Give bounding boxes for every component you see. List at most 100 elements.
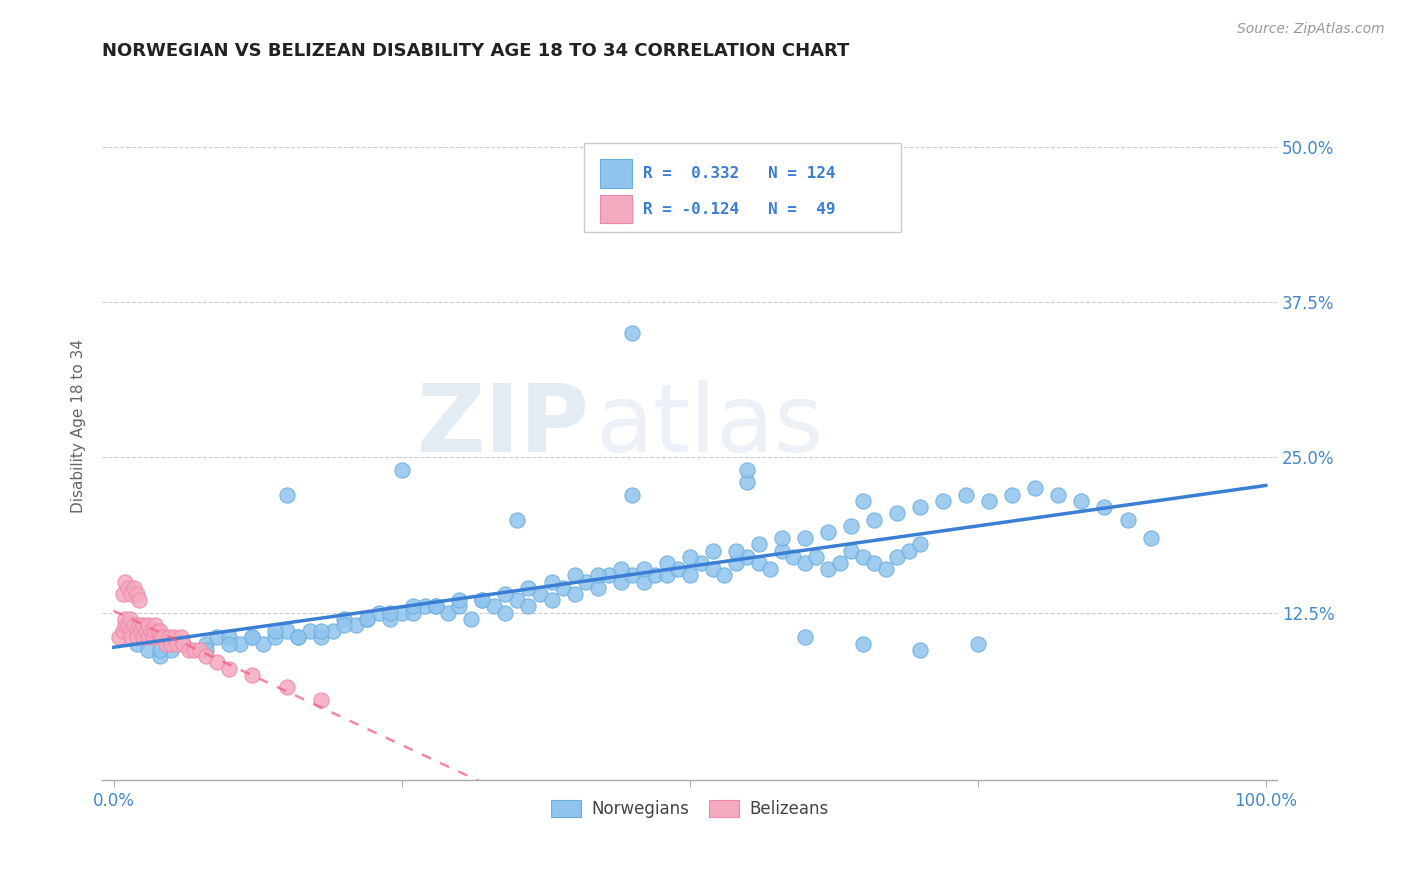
Point — [586, 581, 609, 595]
Point — [117, 581, 139, 595]
Point — [162, 631, 184, 645]
Point — [770, 531, 793, 545]
Point — [131, 624, 153, 639]
Point — [118, 612, 141, 626]
Point — [367, 606, 389, 620]
Point — [207, 631, 229, 645]
Point — [748, 537, 770, 551]
Point — [702, 543, 724, 558]
Point — [218, 637, 240, 651]
Point — [425, 599, 447, 614]
FancyBboxPatch shape — [583, 144, 901, 232]
Point — [264, 631, 287, 645]
Point — [309, 631, 332, 645]
Point — [449, 599, 471, 614]
Point — [391, 463, 413, 477]
Text: NORWEGIAN VS BELIZEAN DISABILITY AGE 18 TO 34 CORRELATION CHART: NORWEGIAN VS BELIZEAN DISABILITY AGE 18 … — [103, 42, 849, 60]
Legend: Norwegians, Belizeans: Norwegians, Belizeans — [544, 794, 835, 825]
Point — [575, 574, 598, 589]
Point — [851, 637, 873, 651]
Point — [149, 624, 172, 639]
Point — [1047, 488, 1070, 502]
Point — [794, 556, 817, 570]
Y-axis label: Disability Age 18 to 34: Disability Age 18 to 34 — [72, 339, 86, 514]
Point — [908, 500, 931, 514]
Point — [402, 599, 425, 614]
Point — [471, 593, 494, 607]
Point — [380, 606, 402, 620]
Point — [782, 549, 804, 564]
Point — [142, 631, 165, 645]
Point — [149, 631, 172, 645]
Point — [517, 581, 540, 595]
Text: atlas: atlas — [596, 380, 824, 473]
Point — [240, 631, 263, 645]
Point — [125, 637, 148, 651]
Point — [183, 643, 205, 657]
FancyBboxPatch shape — [600, 160, 633, 188]
Point — [794, 631, 817, 645]
Point — [494, 606, 516, 620]
Point — [449, 593, 471, 607]
Point — [146, 624, 169, 639]
Point — [149, 643, 172, 657]
Point — [276, 680, 298, 694]
Point — [621, 326, 644, 341]
Text: Source: ZipAtlas.com: Source: ZipAtlas.com — [1237, 22, 1385, 37]
Point — [172, 637, 194, 651]
Point — [506, 593, 529, 607]
Point — [609, 574, 631, 589]
Point — [633, 562, 655, 576]
Point — [621, 488, 644, 502]
Point — [136, 643, 159, 657]
Point — [863, 512, 886, 526]
Point — [333, 618, 356, 632]
Point — [124, 618, 146, 632]
Point — [713, 568, 735, 582]
Point — [540, 574, 562, 589]
Point — [955, 488, 977, 502]
Point — [344, 618, 367, 632]
Point — [149, 649, 172, 664]
Point — [1116, 512, 1139, 526]
Point — [402, 606, 425, 620]
Point — [737, 549, 759, 564]
Point — [391, 606, 413, 620]
Point — [817, 524, 839, 539]
Point — [287, 631, 309, 645]
Point — [150, 631, 173, 645]
Point — [482, 599, 505, 614]
Point — [851, 549, 873, 564]
Point — [143, 624, 166, 639]
Point — [298, 624, 321, 639]
Point — [194, 637, 217, 651]
Point — [724, 543, 747, 558]
Point — [194, 643, 217, 657]
Point — [655, 568, 678, 582]
Point — [356, 612, 378, 626]
Point — [139, 624, 162, 639]
Text: ZIP: ZIP — [418, 380, 591, 473]
Point — [128, 593, 150, 607]
Point — [128, 618, 150, 632]
Point — [666, 562, 689, 576]
Point — [356, 612, 378, 626]
Point — [655, 556, 678, 570]
Point — [564, 587, 586, 601]
Point — [333, 612, 356, 626]
Point — [770, 543, 793, 558]
Point — [166, 637, 188, 651]
Point — [1001, 488, 1024, 502]
Point — [131, 631, 153, 645]
Point — [207, 656, 229, 670]
Point — [621, 568, 644, 582]
Point — [724, 556, 747, 570]
Point — [240, 667, 263, 681]
Point — [125, 587, 148, 601]
Point — [839, 518, 862, 533]
Point — [108, 631, 131, 645]
Point — [564, 568, 586, 582]
Point — [517, 599, 540, 614]
Point — [276, 624, 298, 639]
Point — [886, 549, 908, 564]
